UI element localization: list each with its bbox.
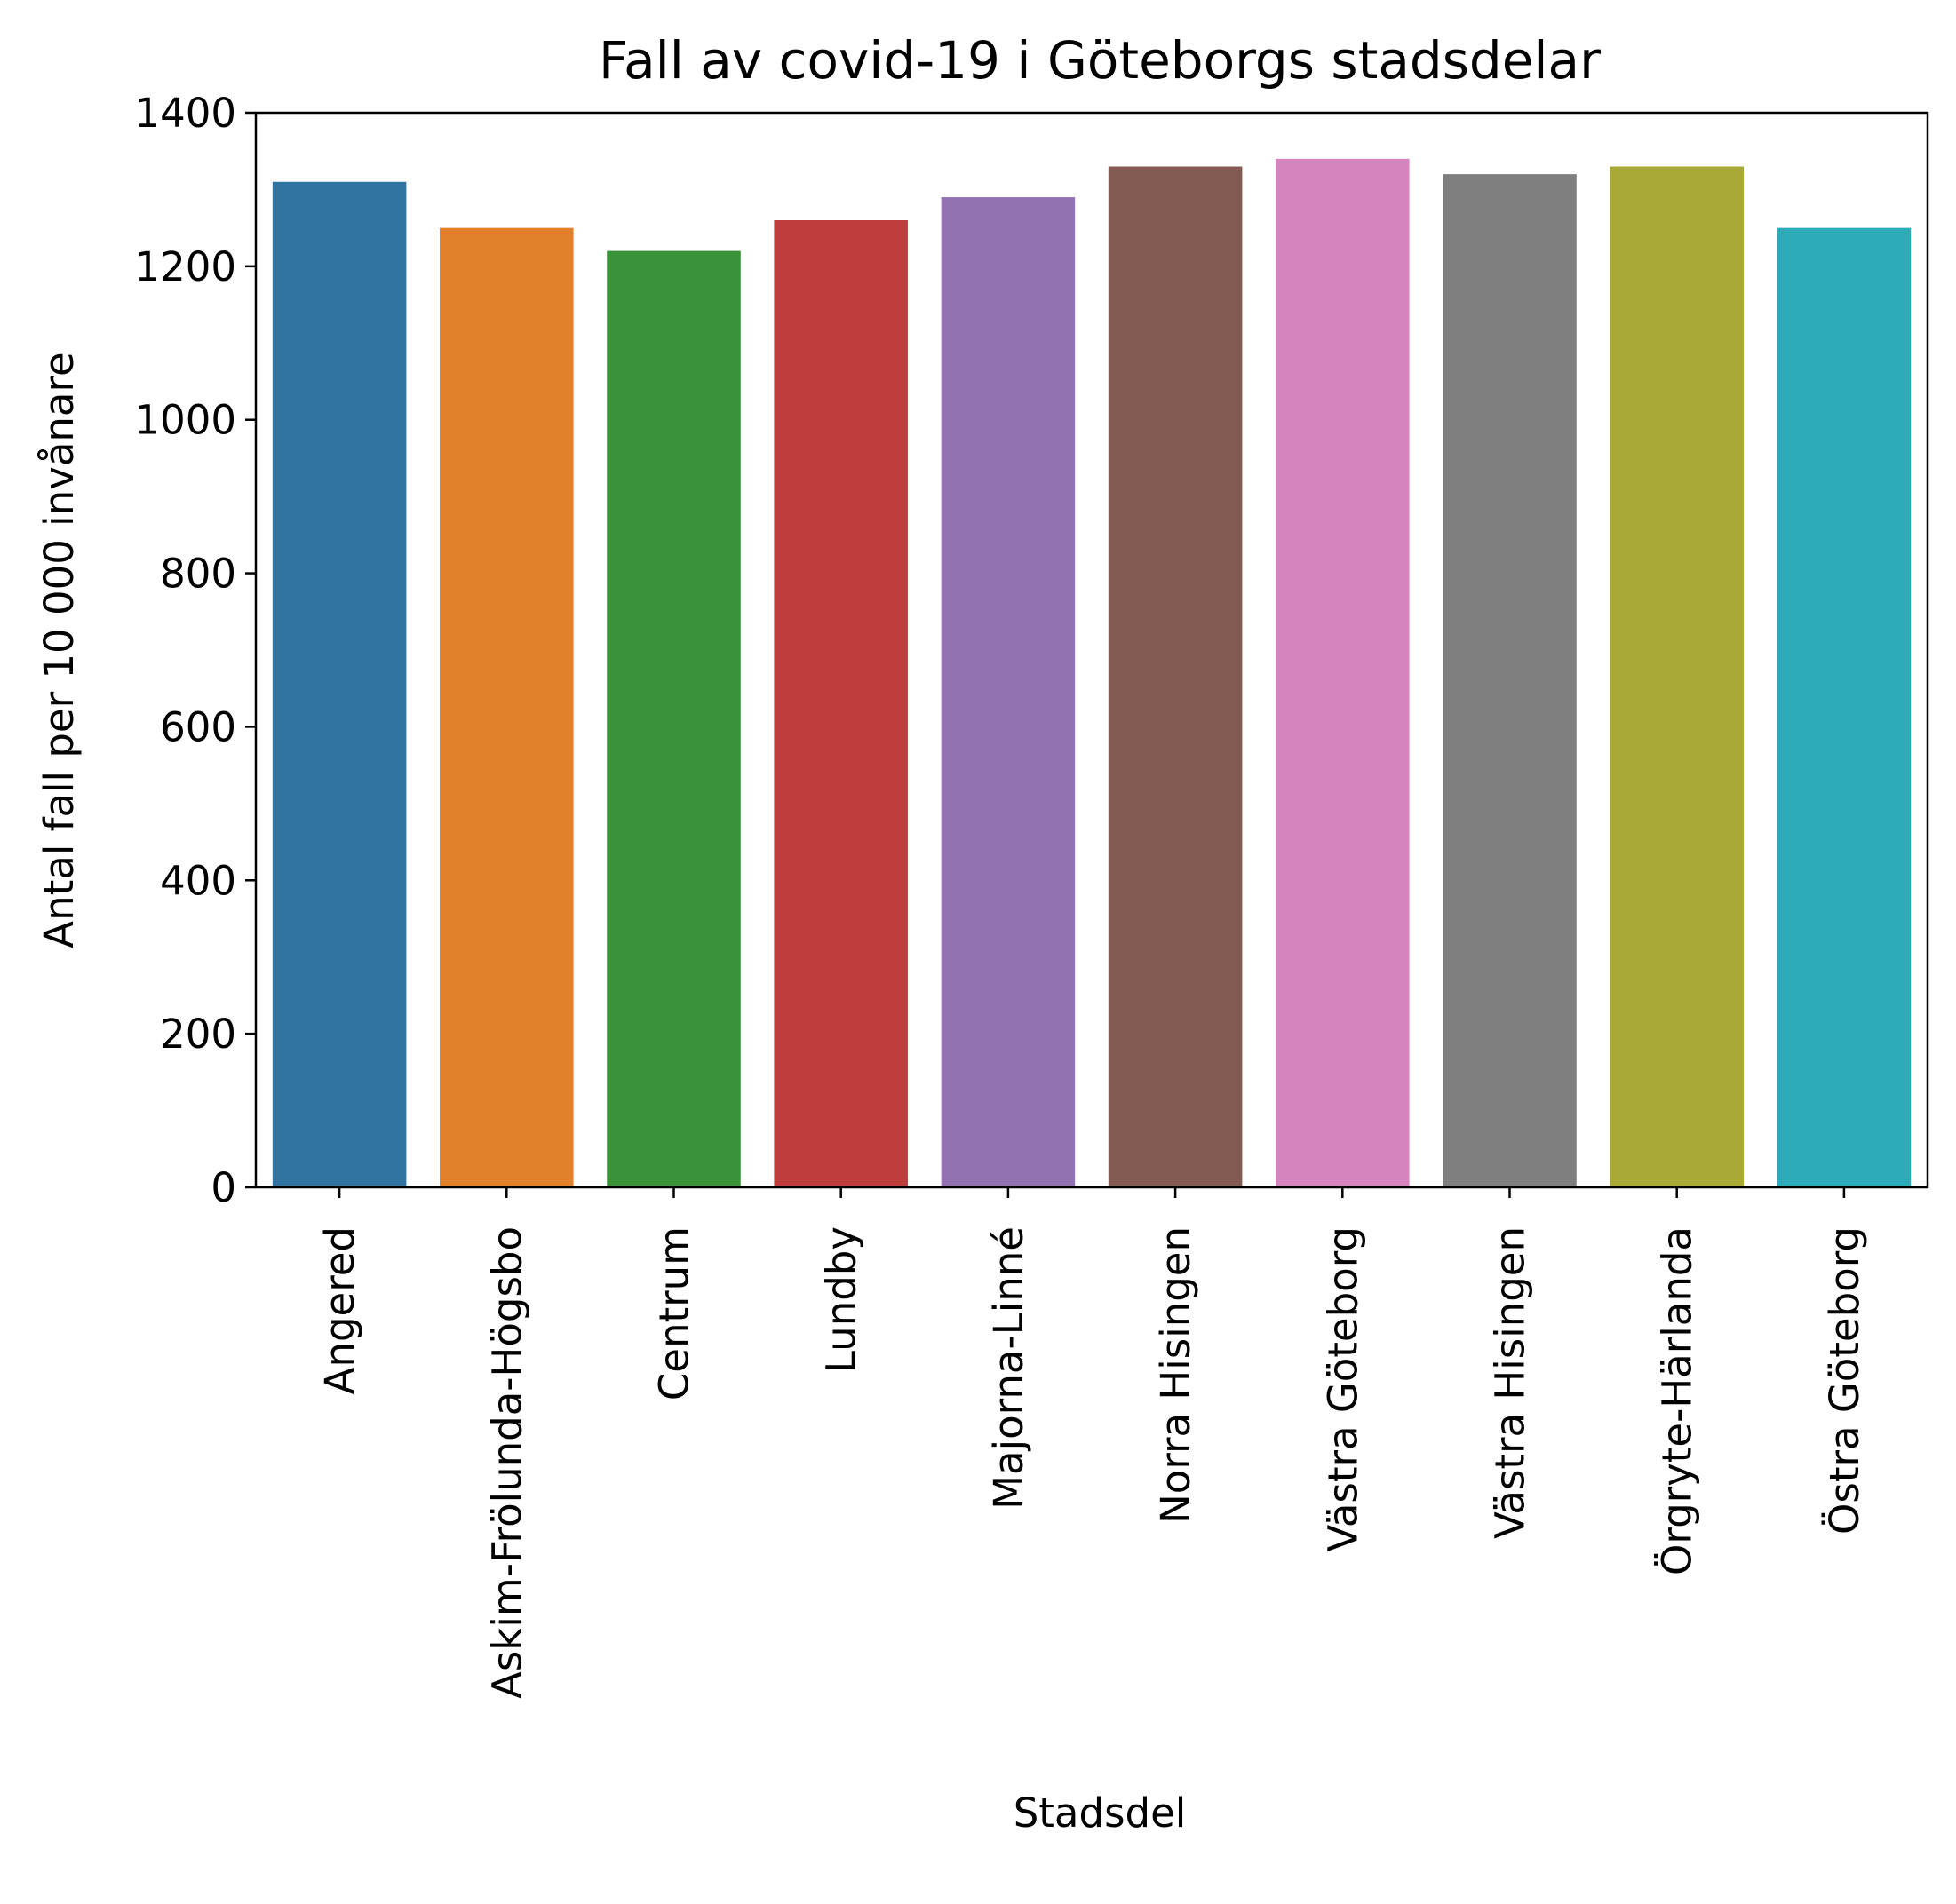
plot-frame <box>254 111 1929 1189</box>
x-tick-label: Norra Hisingen <box>1152 1226 1199 1524</box>
x-axis-ticks: Angered Askim-Frölunda-Högsbo Centrum Lundb… <box>316 1187 1868 1699</box>
y-axis-label: Antal fall per 10 000 invånare <box>36 352 83 948</box>
x-tick-label: Majorna-Linné <box>985 1226 1032 1510</box>
y-tick-label: 1000 <box>134 397 236 444</box>
y-axis-ticks: 0 200 400 600 800 1000 1200 1400 <box>134 90 256 1211</box>
bar-2 <box>607 250 741 1188</box>
y-tick-label: 600 <box>160 703 236 750</box>
y-tick-label: 1400 <box>134 90 236 137</box>
bars-group <box>272 158 1912 1188</box>
chart-title: Fall av covid-19 i Göteborgs stadsdelar <box>599 30 1601 91</box>
bar-5 <box>1108 166 1243 1187</box>
bar-9 <box>1777 227 1912 1188</box>
bar-3 <box>774 220 908 1187</box>
x-tick-label: Centrum <box>651 1226 698 1400</box>
x-tick-label: Västra Hisingen <box>1487 1226 1534 1539</box>
bar-8 <box>1610 166 1744 1187</box>
bar-0 <box>272 181 407 1187</box>
y-tick-label: 200 <box>160 1011 236 1058</box>
y-tick-label: 800 <box>160 551 236 598</box>
bar-1 <box>440 227 574 1188</box>
x-tick-label: Örgryte-Härlanda <box>1654 1226 1701 1575</box>
bar-6 <box>1276 158 1410 1187</box>
bar-4 <box>941 197 1076 1188</box>
y-tick-label: 0 <box>211 1164 236 1211</box>
x-tick-label: Angered <box>316 1226 363 1394</box>
bar-7 <box>1443 174 1577 1188</box>
x-tick-label: Östra Göteborg <box>1821 1226 1868 1535</box>
x-tick-label: Lundby <box>818 1226 865 1373</box>
y-tick-label: 1200 <box>134 243 236 290</box>
x-axis-label: Stadsdel <box>1014 1789 1187 1837</box>
x-tick-label: Askim-Frölunda-Högsbo <box>483 1226 530 1699</box>
y-tick-label: 400 <box>160 857 236 904</box>
x-tick-label: Västra Göteborg <box>1319 1226 1366 1551</box>
